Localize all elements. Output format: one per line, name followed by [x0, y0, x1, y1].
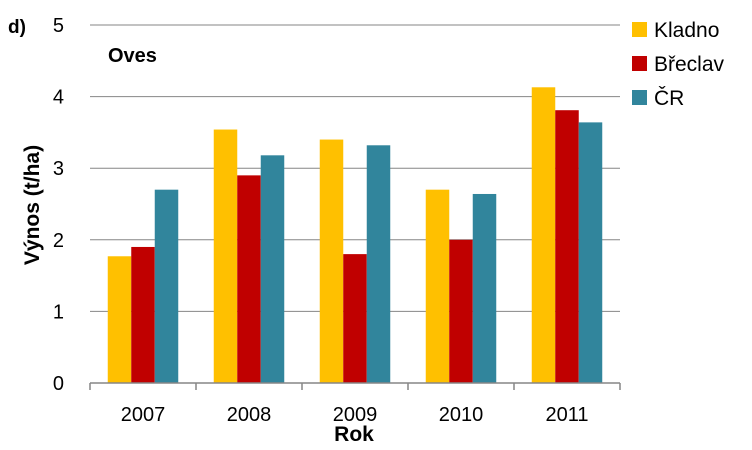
bar-břeclav-2010 — [449, 239, 473, 383]
legend-swatch — [632, 22, 647, 37]
legend-label: Kladno — [654, 19, 719, 42]
bar-čr-2009 — [366, 145, 391, 383]
bar-břeclav-2011 — [555, 110, 579, 383]
y-axis-title: Výnos (t/ha) — [21, 145, 44, 265]
x-tick-labels: 2007 2008 2009 2010 2011 — [121, 404, 589, 426]
x-tick-label: 2007 — [121, 404, 166, 426]
bar-břeclav-2008 — [237, 175, 261, 383]
chart-title: Oves — [108, 45, 157, 67]
bar-břeclav-2007 — [131, 246, 155, 383]
y-tick-label: 3 — [53, 158, 64, 180]
y-tick-label: 5 — [53, 15, 64, 37]
legend-swatch — [632, 90, 647, 105]
legend-swatch — [632, 56, 647, 71]
bar-čr-2011 — [578, 122, 603, 383]
y-tick-label: 0 — [53, 373, 64, 395]
x-axis-title: Rok — [334, 423, 374, 446]
x-tick-label: 2008 — [227, 404, 272, 426]
x-tick-label: 2009 — [333, 404, 378, 426]
bar-kladno-2008 — [213, 129, 238, 383]
legend-label: ČR — [654, 87, 684, 110]
x-tick-label: 2011 — [545, 404, 588, 426]
bar-břeclav-2009 — [343, 254, 367, 383]
y-tick-label: 2 — [53, 230, 64, 252]
x-tick-label: 2010 — [439, 404, 484, 426]
bar-kladno-2009 — [319, 139, 344, 383]
bar-kladno-2010 — [425, 189, 450, 383]
legend: Kladno Břeclav ČR — [632, 19, 725, 110]
bar-čr-2010 — [472, 193, 497, 383]
y-tick-labels: 0 1 2 3 4 5 — [53, 15, 64, 395]
legend-label: Břeclav — [654, 53, 725, 76]
panel-label: d) — [8, 17, 26, 38]
gridlines — [90, 24, 620, 312]
y-tick-label: 1 — [53, 301, 64, 323]
bar-kladno-2007 — [107, 256, 132, 383]
bars — [107, 87, 603, 384]
bar-kladno-2011 — [531, 87, 556, 384]
bar-čr-2007 — [154, 189, 179, 383]
y-tick-label: 4 — [53, 87, 64, 109]
bar-čr-2008 — [260, 155, 285, 383]
x-tick-marks — [89, 383, 621, 390]
